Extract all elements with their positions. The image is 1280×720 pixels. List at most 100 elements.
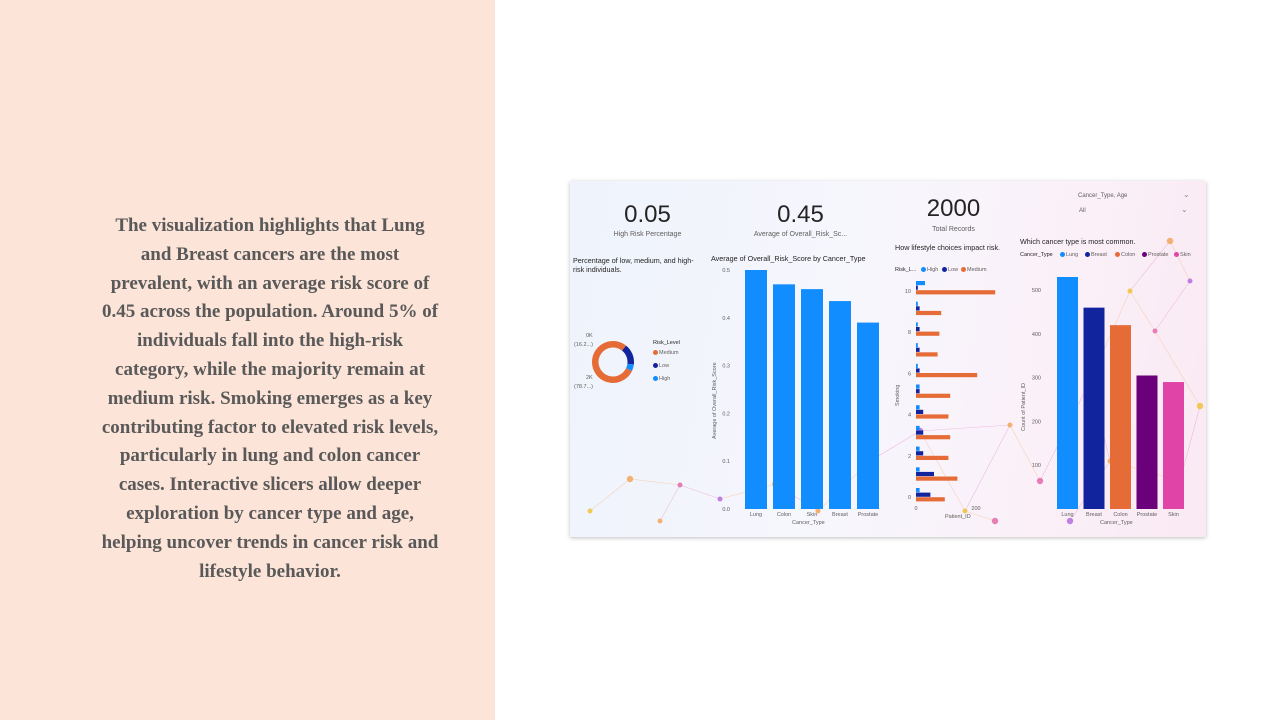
avg-risk-xtick: Lung	[750, 512, 762, 518]
avg-risk-ytick: 0.4	[722, 316, 730, 322]
cancer-type-legend-prostate: Prostate	[1142, 252, 1168, 259]
lifestyle-xlabel: Patient_ID	[945, 514, 971, 520]
avg-risk-chart-title: Average of Overall_Risk_Score by Cancer_…	[711, 254, 866, 263]
network-node	[657, 518, 663, 524]
lifestyle-ytick: 8	[908, 330, 911, 336]
lifestyle-xtick: 200	[971, 506, 980, 512]
lifestyle-bar-low	[916, 285, 918, 290]
network-node	[1166, 237, 1174, 245]
chart-canvas: Lung Colon Skin Breast Prostate 0.0 0.1 0.2 0.3 0…	[592, 268, 1184, 518]
cancer-type-xtick: Colon	[1113, 512, 1127, 518]
lifestyle-bar-low	[916, 451, 924, 456]
lifestyle-bar-low	[916, 347, 920, 352]
network-node	[1127, 288, 1133, 294]
lifestyle-bar-medium	[916, 352, 938, 357]
cancer-type-bar-colon	[1110, 325, 1131, 509]
network-link	[964, 424, 1011, 512]
lifestyle-bar-high	[916, 425, 920, 431]
kpi-total-records-label: Total Records	[932, 226, 975, 233]
avg-risk-bar-lung	[745, 270, 767, 509]
lifestyle-bar-high	[916, 384, 920, 389]
network-link	[679, 484, 721, 500]
avg-risk-ytick: 0.1	[722, 459, 730, 465]
avg-risk-ytick: 0.3	[722, 364, 730, 370]
network-node	[717, 496, 723, 502]
cancer-type-legend-title: Cancer_Type	[1020, 252, 1053, 258]
network-link	[919, 430, 966, 512]
donut-slice-medium	[592, 340, 633, 383]
avg-risk-xtick: Prostate	[858, 512, 878, 518]
cancer-type-xtick: Breast	[1086, 512, 1102, 518]
lifestyle-bar-low	[916, 409, 924, 414]
network-link	[589, 478, 631, 512]
cancer-type-legend-skin: Skin	[1174, 252, 1191, 259]
network-node	[677, 482, 683, 488]
cancer-type-legend-colon: Colon	[1115, 252, 1135, 259]
lifestyle-bar-medium	[916, 373, 978, 378]
lifestyle-bar-high	[916, 281, 925, 286]
slicer-title: Cancer_Type, Age	[1078, 193, 1128, 199]
chevron-down-icon[interactable]: ⌄	[1183, 190, 1190, 199]
lifestyle-bar-high	[916, 446, 920, 451]
lifestyle-ytick: 6	[908, 371, 911, 377]
network-node	[626, 475, 634, 483]
cancer-type-xlabel: Cancer_Type	[1100, 520, 1133, 526]
lifestyle-bar-medium	[916, 331, 940, 336]
cancer-type-bar-skin	[1163, 382, 1184, 509]
network-node	[1036, 477, 1044, 485]
lifestyle-bar-high	[916, 363, 918, 368]
cancer-type-xtick: Lung	[1061, 512, 1073, 518]
donut-slice-high	[626, 363, 634, 371]
lifestyle-bar-high	[916, 488, 920, 493]
avg-risk-ytick: 0.2	[722, 411, 730, 417]
cancer-type-ytick: 200	[1032, 419, 1041, 425]
slicer-value[interactable]: All	[1079, 208, 1086, 214]
cancer-type-ytick: 400	[1032, 332, 1041, 338]
kpi-avg-risk-label: Average of Overall_Risk_Sc...	[753, 231, 848, 238]
lifestyle-bar-high	[916, 467, 920, 472]
donut-slice-low	[622, 345, 634, 365]
kpi-avg-risk-value: 0.45	[777, 201, 824, 228]
lifestyle-bar-low	[916, 430, 924, 435]
kpi-high-risk-label: High Risk Percentage	[613, 231, 682, 238]
donut-label-medium-pct: (78.7...)	[574, 384, 593, 390]
lifestyle-bar-medium	[916, 497, 945, 502]
lifestyle-bar-low	[916, 389, 920, 394]
lifestyle-xtick: 0	[914, 506, 917, 512]
cancer-type-ytick: 500	[1032, 288, 1041, 294]
avg-risk-xtick: Skin	[807, 512, 818, 518]
avg-risk-bar-prostate	[857, 322, 879, 509]
cancer-type-bar-breast	[1083, 307, 1105, 509]
network-link	[964, 510, 996, 522]
lifestyle-bar-low	[916, 306, 920, 311]
lifestyle-ytick: 2	[908, 454, 911, 460]
lifestyle-bar-high	[916, 301, 918, 306]
cancer-type-xtick: Prostate	[1137, 512, 1157, 518]
lifestyle-bar-medium	[916, 310, 942, 316]
lifestyle-bar-high	[916, 322, 918, 327]
network-link	[1129, 290, 1156, 332]
donut-label-low-pct: (16.2...)	[574, 342, 593, 348]
network-node	[1007, 422, 1013, 428]
donut-label-low-count: 0K	[586, 333, 593, 339]
cancer-type-chart-title: Which cancer type is most common.	[1020, 237, 1136, 246]
lifestyle-bar-medium	[916, 455, 949, 460]
chevron-down-icon[interactable]: ⌄	[1181, 205, 1188, 214]
avg-risk-bar-colon	[773, 284, 795, 509]
cancer-type-legend-breast: Breast	[1085, 252, 1107, 259]
network-node	[1152, 328, 1158, 334]
network-link	[659, 484, 681, 522]
network-link	[919, 424, 1011, 432]
avg-risk-bar-skin	[801, 289, 823, 509]
network-node	[962, 508, 968, 514]
donut-legend-low: Low	[653, 363, 669, 370]
donut-legend-medium: Medium	[653, 350, 679, 357]
network-link	[1154, 330, 1201, 407]
lifestyle-bar-medium	[916, 476, 958, 481]
lifestyle-ytick: 0	[908, 495, 911, 501]
network-node	[1066, 517, 1074, 525]
cancer-type-ytick: 300	[1032, 376, 1041, 382]
network-node	[991, 517, 999, 525]
lifestyle-chart-title: How lifestyle choices impact risk.	[895, 243, 1001, 252]
text-panel: The visualization highlights that Lung a…	[0, 0, 495, 720]
